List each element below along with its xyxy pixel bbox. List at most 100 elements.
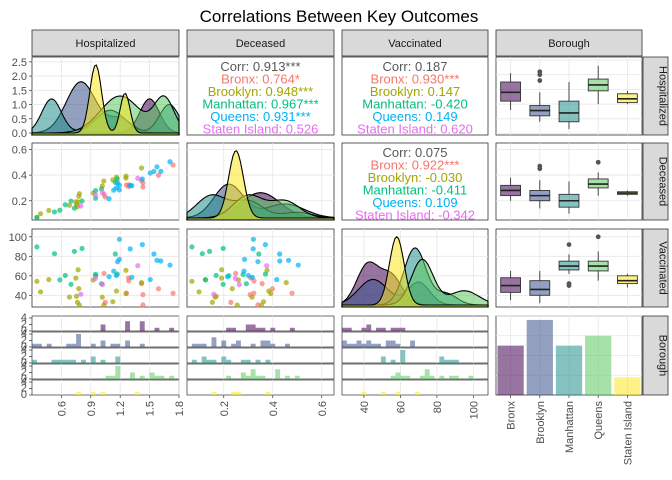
point-manhattan (199, 251, 205, 257)
hist-bar-brooklyn (385, 340, 391, 347)
outlier-point (566, 242, 572, 248)
hist-bar-manhattan (115, 356, 121, 363)
hist-bar-queens (419, 375, 425, 379)
point-manhattan (34, 244, 40, 250)
point-queens (116, 256, 122, 262)
panel-0-2 (341, 56, 489, 136)
point-queens (158, 168, 164, 174)
x-tick-label-brooklyn: Brooklyn (535, 401, 547, 444)
point-queens (116, 187, 122, 193)
point-staten-island (236, 281, 242, 288)
point-manhattan (68, 281, 74, 287)
point-manhattan (189, 244, 195, 250)
hist-bar-brooklyn (356, 340, 362, 347)
point-staten-island (92, 275, 99, 281)
point-manhattan (62, 272, 68, 279)
point-brooklyn (46, 276, 52, 283)
box-queens (587, 234, 609, 281)
hist-bar-manhattan (255, 359, 261, 363)
point-brooklyn (66, 202, 73, 208)
corr-queens: Queens: 0.931*** (210, 109, 310, 124)
hist-bar-brooklyn (66, 343, 72, 347)
hist-bar-staten-island (211, 391, 217, 395)
strip-col-hospitalized (31, 29, 180, 57)
corr-staten-island: Staten Island: 0.620 (357, 122, 473, 137)
x-tick-label-staten-island: Staten Island (622, 401, 634, 465)
point-brooklyn (218, 275, 225, 281)
hist-bar-brooklyn (346, 343, 352, 347)
hist-bar-queens (159, 375, 165, 379)
strip-col-vaccinated (341, 29, 489, 57)
box-staten-island (617, 273, 638, 288)
hist-bar-bronx (270, 327, 276, 331)
box-body (529, 280, 551, 296)
hist-bar-brooklyn (100, 340, 106, 347)
hist-bar-manhattan (191, 359, 197, 363)
point-manhattan (206, 248, 213, 255)
hist-bar-bronx (154, 327, 160, 331)
point-bronx (140, 180, 146, 186)
hist-bar-brooklyn (32, 343, 37, 347)
hist-bar-queens (439, 375, 445, 379)
hist-bar-bronx (361, 327, 367, 331)
point-queens (154, 257, 160, 263)
point-queens (250, 236, 257, 242)
hist-bar-brooklyn (376, 343, 381, 347)
point-manhattan (243, 281, 249, 287)
strip-row-vaccinated (642, 228, 669, 308)
hist-bar-brooklyn (265, 340, 271, 347)
y-tick-label: 0 (21, 341, 27, 353)
box-manhattan (558, 181, 580, 214)
point-bronx (233, 270, 239, 277)
y-tick-label: 0 (21, 389, 27, 401)
panel-grid: Corr: 0.913***Bronx: 0.764*Brooklyn: 0.9… (31, 56, 643, 396)
hist-bar-staten-island (100, 391, 106, 395)
point-brooklyn (37, 211, 44, 217)
hist-bar-queens (115, 366, 121, 379)
y-tick-label: 4 (21, 344, 27, 356)
y-tick-label: 40 (15, 290, 27, 302)
point-manhattan (51, 251, 58, 257)
point-staten-island (264, 263, 270, 269)
axes: 0.00.51.01.52.02.50.20.40.64060801000240… (9, 57, 635, 465)
point-brooklyn (249, 294, 255, 300)
y-tick-label: 0.4 (12, 170, 27, 182)
column-strips: Hospitalized Deceased Vaccinated Borough (31, 29, 643, 57)
density-hospitalized (31, 57, 180, 136)
y-tick-label: 2 (21, 335, 27, 347)
point-brooklyn (138, 165, 145, 171)
point-bronx (170, 290, 176, 296)
hist-bar-bronx (245, 324, 251, 331)
point-bronx (140, 292, 146, 298)
density-vaccinated (341, 229, 489, 308)
box-staten-island (617, 190, 638, 196)
hist-bar-brooklyn (211, 337, 217, 347)
strip-row-borough (642, 315, 669, 396)
hist-bar-queens (424, 369, 430, 379)
point-staten-island (99, 189, 106, 196)
hist-bar-queens (390, 375, 396, 379)
outlier-point (595, 234, 601, 240)
hist-bar-bronx (366, 324, 372, 331)
point-manhattan (71, 205, 77, 211)
point-manhattan (262, 271, 269, 277)
hist-bar-manhattan (90, 356, 96, 363)
hist-bar-manhattan (439, 356, 445, 363)
box-staten-island (617, 90, 638, 105)
strip-row-label-hospitalized: Hospitalized (657, 66, 669, 126)
x-tick-label: 0.4 (268, 401, 280, 416)
point-brooklyn (75, 267, 81, 273)
boxplot-vaccinated (496, 229, 642, 307)
bar-manhattan (555, 345, 583, 395)
hist-bar-brooklyn (196, 343, 202, 347)
point-queens (106, 196, 112, 202)
hist-bar-manhattan (56, 359, 62, 363)
point-brooklyn (268, 290, 274, 297)
x-tick-label: 1.2 (115, 401, 127, 416)
hist-bar-brooklyn (260, 340, 266, 347)
strip-col-label-hospitalized: Hospitalized (76, 38, 136, 50)
point-brooklyn (113, 288, 120, 294)
hist-bar-manhattan (51, 359, 57, 363)
